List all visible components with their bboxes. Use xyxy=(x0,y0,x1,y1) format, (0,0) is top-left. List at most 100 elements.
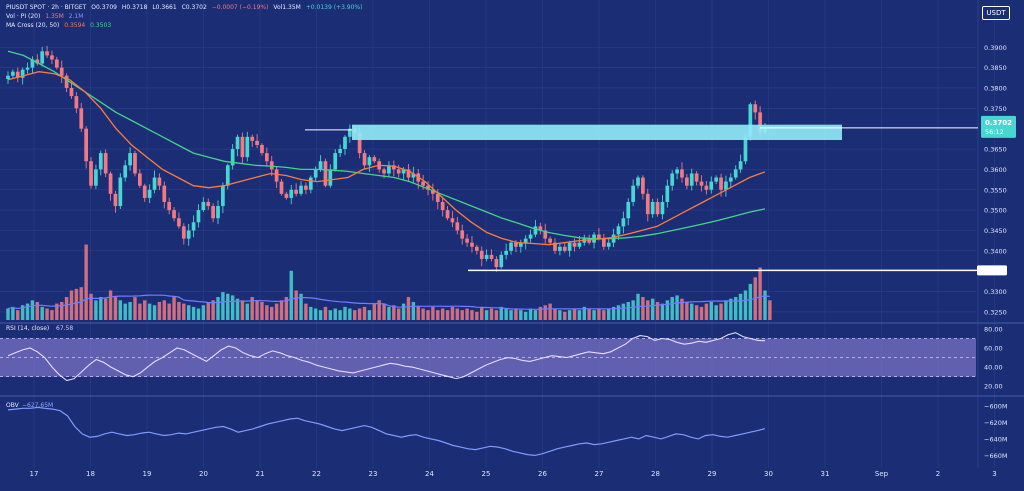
price-tick-label: 0.3500 xyxy=(984,207,1007,215)
candle-body xyxy=(391,165,396,170)
candle-body xyxy=(118,177,123,207)
obv-tick-label: −600M xyxy=(984,402,1007,410)
volume-bar xyxy=(665,300,670,320)
candle-body xyxy=(20,69,25,78)
candle-body xyxy=(245,136,250,158)
candle-body xyxy=(11,71,15,76)
candle-body xyxy=(157,177,162,186)
volume-bar xyxy=(626,301,630,320)
volume-bar xyxy=(338,310,342,320)
ma-cross-legend[interactable]: MA Cross (20, 50) 0.3594 0.3503 xyxy=(6,22,114,29)
volume-legend-title: Vol · PI (20) xyxy=(6,13,41,20)
candle-body xyxy=(196,210,201,223)
volume-bar xyxy=(333,308,337,320)
volume-bar xyxy=(729,298,733,320)
candle-body xyxy=(728,177,733,182)
volume-bar xyxy=(406,297,411,320)
candle-body xyxy=(357,132,362,154)
obv-value: −627.65M xyxy=(22,402,53,409)
candle-body xyxy=(518,242,523,247)
volume-bar xyxy=(294,290,298,320)
candle-body xyxy=(186,230,191,239)
volume-bar xyxy=(152,305,157,320)
volume-bar xyxy=(514,308,518,320)
candle-body xyxy=(680,169,684,178)
obv-pane[interactable]: −600M −620M −640M −660M OBV −627.65M xyxy=(6,402,1007,460)
volume-bar xyxy=(69,290,74,320)
candle-body xyxy=(479,250,484,259)
candle-body xyxy=(313,169,318,178)
volume-pane xyxy=(6,244,772,320)
volume-bar xyxy=(602,310,606,320)
obv-tick-label: −620M xyxy=(984,419,1007,427)
candle-body xyxy=(660,201,665,215)
candle-body xyxy=(499,254,504,268)
candle-body xyxy=(704,185,709,190)
ma-slow-value: 0.3503 xyxy=(90,22,112,29)
volume-bar xyxy=(553,308,557,320)
candle-body xyxy=(685,177,689,186)
candle-body xyxy=(655,201,660,215)
volume-bar xyxy=(108,290,113,320)
price-tick-label: 0.3900 xyxy=(984,44,1007,52)
candle-body xyxy=(211,206,215,219)
volume-bar xyxy=(685,301,689,320)
price-tick-label: 0.3450 xyxy=(984,227,1007,235)
volume-bar xyxy=(94,300,98,320)
volume-legend[interactable]: Vol · PI (20) 1.35M 2.1M xyxy=(6,13,86,20)
candle-body xyxy=(406,169,411,178)
candle-body xyxy=(616,226,621,235)
candle-body xyxy=(64,75,69,88)
volume-bar xyxy=(475,311,479,320)
candle-body xyxy=(108,173,113,194)
volume-bar xyxy=(362,306,367,320)
candle-body xyxy=(30,59,35,68)
volume-bar xyxy=(694,305,699,320)
volume-bar xyxy=(240,300,245,320)
price-tick-label: 0.3250 xyxy=(984,308,1007,316)
volume-bar xyxy=(587,308,591,320)
high-value: H0.3718 xyxy=(121,4,148,11)
symbol-name[interactable]: PIUSDT SPOT · 2h · BITGET xyxy=(6,4,87,11)
change-total-value: +0.0139 (+3.90%) xyxy=(305,4,363,11)
candle-body xyxy=(533,226,538,235)
price-tick-label: 0.3550 xyxy=(984,186,1007,194)
volume-bar xyxy=(328,310,333,320)
candle-body xyxy=(382,169,386,174)
x-tick-label: 21 xyxy=(256,470,265,478)
candle-body xyxy=(714,177,719,182)
x-tick-label: 26 xyxy=(538,470,547,478)
volume-bar xyxy=(16,310,20,320)
candle-body xyxy=(328,169,333,186)
candle-body xyxy=(538,226,543,231)
volume-bar xyxy=(11,306,15,320)
rsi-tick-label: 40.00 xyxy=(984,364,1003,372)
volume-bar xyxy=(719,303,723,320)
volume-bar xyxy=(323,306,328,320)
candle-body xyxy=(543,230,548,239)
candle-body xyxy=(631,185,635,202)
rsi-pane[interactable]: 80.00 60.00 40.00 20.00 RSI (14, close) 67.58 xyxy=(0,325,1003,391)
volume-bar xyxy=(191,306,196,320)
volume-bar xyxy=(20,305,25,320)
candle-body xyxy=(6,75,10,80)
candle-body xyxy=(133,153,137,174)
volume-bar xyxy=(748,283,753,320)
currency-button[interactable]: USDT xyxy=(982,6,1010,20)
obv-title: OBV xyxy=(6,402,20,409)
candle-body xyxy=(528,234,533,239)
candle-body xyxy=(348,128,352,137)
x-tick-label: 19 xyxy=(143,470,152,478)
volume-bar xyxy=(299,293,303,320)
candle-body xyxy=(240,136,245,158)
close-value: C0.3702 xyxy=(181,4,207,11)
rsi-value: 67.58 xyxy=(56,325,73,332)
volume-bar xyxy=(533,310,538,320)
volume-bar xyxy=(450,306,455,320)
candle-body xyxy=(558,246,562,251)
volume-bar xyxy=(631,300,635,320)
volume-bar xyxy=(372,303,376,320)
volume-bar xyxy=(411,301,416,320)
last-price-countdown: 56:12 xyxy=(985,128,1004,136)
